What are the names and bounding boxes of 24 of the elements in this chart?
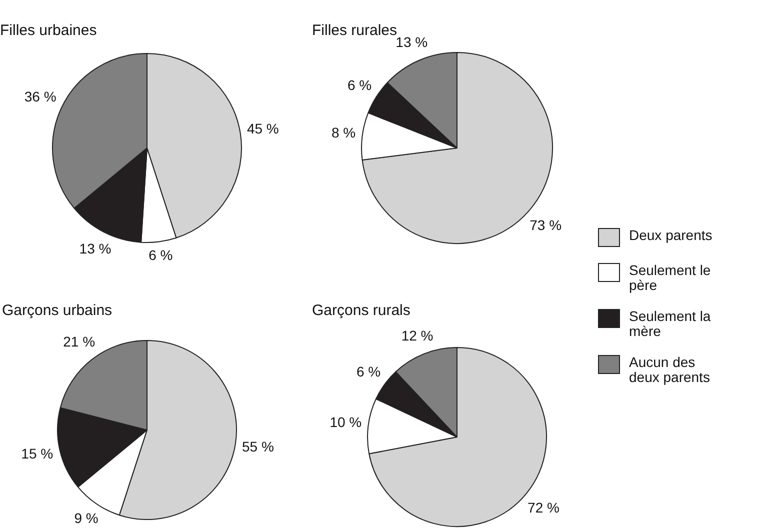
legend-label: Seulement la mère [629,308,712,339]
data-label: 72 % [528,499,560,516]
data-label: 6 % [356,364,381,380]
data-label: 13 % [79,240,112,256]
data-label: 6 % [347,77,372,94]
data-label: 8 % [331,124,356,141]
data-label: 73 % [530,216,562,233]
data-label: 55 % [242,438,274,454]
data-label: 36 % [24,88,56,105]
data-label: 12 % [401,328,434,344]
legend-label: Deux parents [629,227,714,243]
data-label: 10 % [330,414,362,430]
chart-title: Garçons urbains [2,302,112,319]
data-label: 6 % [148,246,173,263]
data-label: 45 % [246,120,279,136]
chart-title: Filles urbaines [0,22,97,39]
data-label: 15 % [21,445,54,462]
data-label: 13 % [396,34,428,50]
legend-label: Aucun des deux parents [629,354,711,385]
chart-title: Filles rurales [312,22,398,39]
data-label: 9 % [74,510,98,526]
legend-label: Seulement le père [629,262,712,293]
data-label: 21 % [63,333,96,350]
chart-title: Garçons rurals [312,302,410,319]
